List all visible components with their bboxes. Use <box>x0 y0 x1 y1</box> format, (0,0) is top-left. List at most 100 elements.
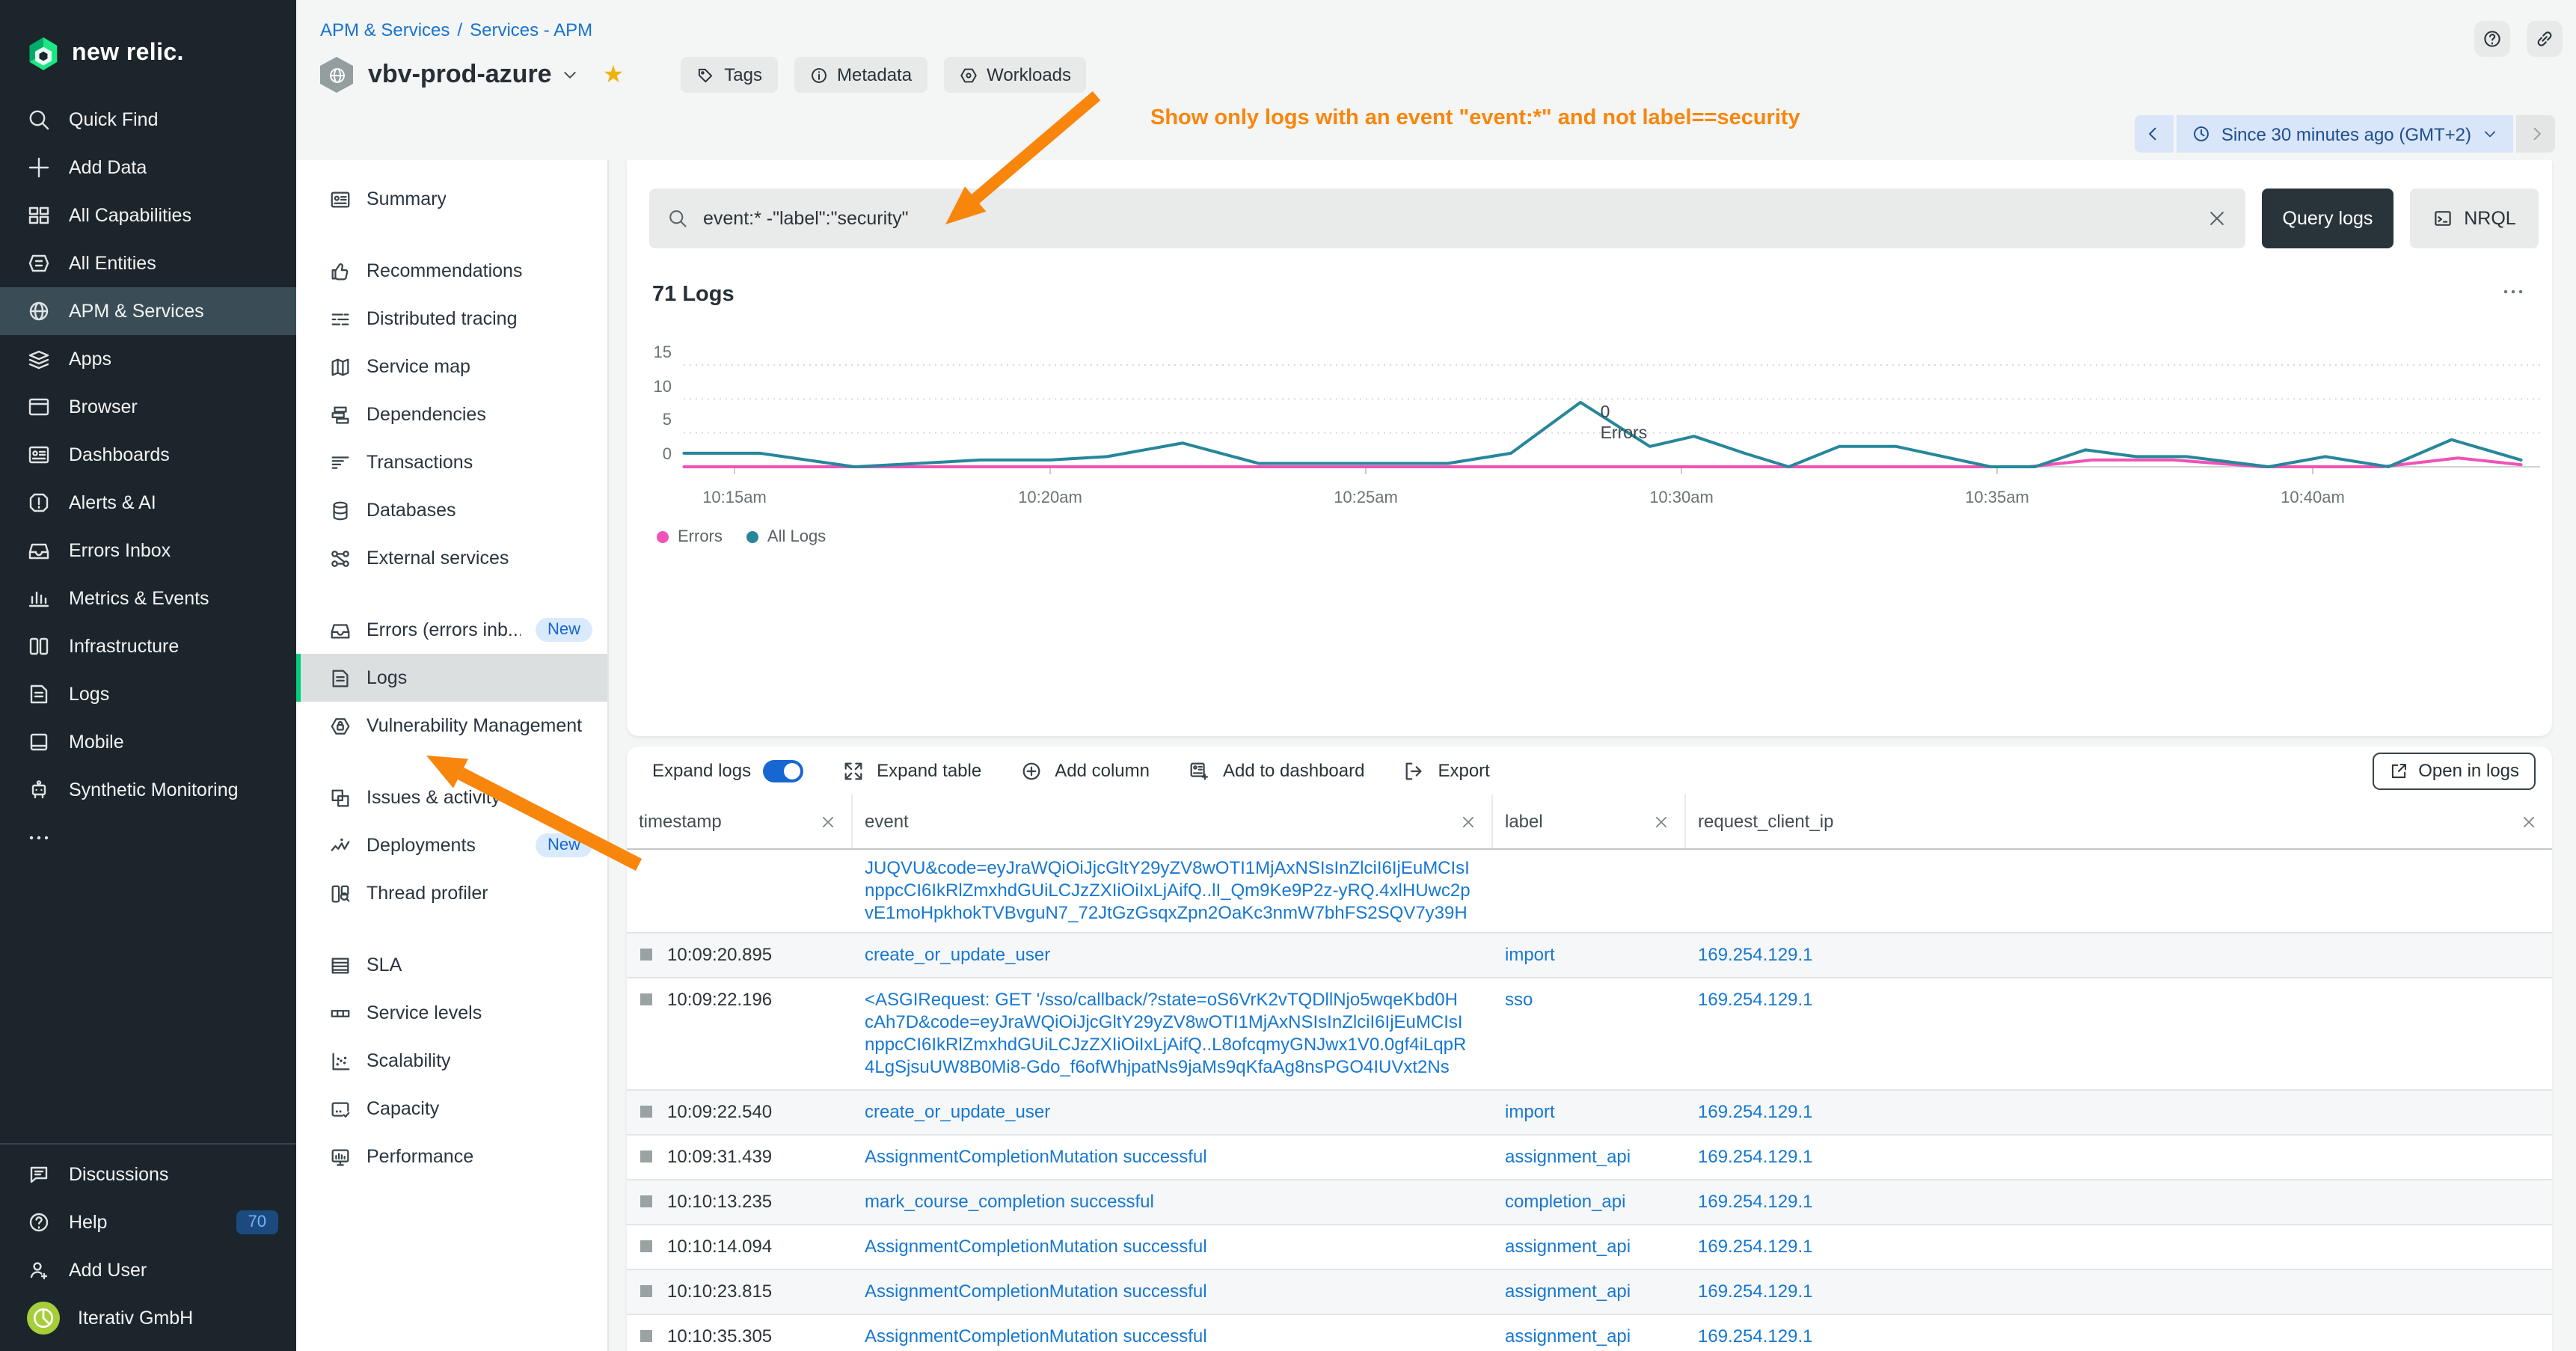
expand-logs-toggle-group[interactable]: Expand logs <box>652 759 804 782</box>
log-table-row[interactable]: 10:09:22.540 create_or_update_user impor… <box>627 1091 2552 1136</box>
log-client-ip-link[interactable]: 169.254.129.1 <box>1698 1326 1813 1347</box>
log-client-ip-link[interactable]: 169.254.129.1 <box>1698 1281 1813 1302</box>
log-table-row[interactable]: 10:10:35.305 AssignmentCompletionMutatio… <box>627 1315 2552 1351</box>
time-range-button[interactable]: Since 30 minutes ago (GMT+2) <box>2176 115 2513 153</box>
subnav-item[interactable]: Transactions <box>296 438 607 486</box>
help-button[interactable] <box>2474 21 2510 57</box>
column-header[interactable]: label <box>1493 794 1686 848</box>
subnav-item[interactable]: Thread profiler <box>296 869 607 917</box>
log-search-input[interactable]: event:* -"label":"security" <box>649 189 2245 248</box>
log-event-link[interactable]: mark_course_completion successful <box>865 1191 1154 1212</box>
log-label-link[interactable]: assignment_api <box>1505 1326 1631 1347</box>
log-table-row[interactable]: JUQVU&code=eyJraWQiOiJjcGltY29yZV8wOTI1M… <box>627 850 2552 934</box>
sidebar-item[interactable]: Add Data <box>0 144 296 192</box>
add-to-dashboard-button[interactable]: Add to dashboard <box>1189 759 1364 782</box>
entity-meta-button[interactable]: Tags <box>681 57 777 93</box>
sidebar-item[interactable]: Synthetic Monitoring <box>0 766 296 814</box>
log-client-ip-link[interactable]: 169.254.129.1 <box>1698 1146 1813 1167</box>
favorite-star-icon[interactable]: ★ <box>602 63 625 88</box>
export-button[interactable]: Export <box>1403 759 1490 782</box>
query-text[interactable]: event:* -"label":"security" <box>703 208 909 229</box>
subnav-item[interactable]: Recommendations <box>296 247 607 295</box>
log-label-link[interactable]: import <box>1505 1101 1555 1122</box>
log-event-link[interactable]: create_or_update_user <box>865 1101 1051 1122</box>
sidebar-item[interactable]: Browser <box>0 383 296 431</box>
subnav-item[interactable]: Service map <box>296 343 607 390</box>
sidebar-item[interactable]: Alerts & AI <box>0 479 296 527</box>
legend-item[interactable]: Errors <box>657 528 723 546</box>
sidebar-item[interactable]: Mobile <box>0 718 296 766</box>
sidebar-bottom-item[interactable]: Discussions <box>0 1151 296 1198</box>
log-table-row[interactable]: 10:10:14.094 AssignmentCompletionMutatio… <box>627 1225 2552 1270</box>
log-event-link[interactable]: create_or_update_user <box>865 944 1051 965</box>
log-event-link[interactable]: AssignmentCompletionMutation successful <box>865 1236 1207 1257</box>
subnav-item[interactable]: Errors (errors inb... New <box>296 606 607 654</box>
entity-switcher-chevron-icon[interactable] <box>561 66 579 84</box>
expand-logs-toggle[interactable] <box>763 759 804 782</box>
sidebar-bottom-item[interactable]: Add User <box>0 1246 296 1294</box>
subnav-item[interactable]: Performance <box>296 1133 607 1180</box>
sidebar-item[interactable]: Dashboards <box>0 431 296 479</box>
legend-item[interactable]: All Logs <box>746 528 826 546</box>
subnav-item[interactable]: Scalability <box>296 1037 607 1085</box>
sidebar-item[interactable]: All Entities <box>0 239 296 287</box>
sidebar-item[interactable]: Apps <box>0 335 296 383</box>
sidebar-item[interactable]: APM & Services <box>0 287 296 335</box>
subnav-item[interactable]: Summary <box>296 175 607 223</box>
copy-link-button[interactable] <box>2527 21 2563 57</box>
remove-column-icon[interactable] <box>820 813 836 830</box>
log-event-link[interactable]: AssignmentCompletionMutation successful <box>865 1326 1207 1347</box>
subnav-item[interactable]: Databases <box>296 486 607 534</box>
log-label-link[interactable]: sso <box>1505 989 1533 1010</box>
log-table-row[interactable]: 10:09:22.196 <ASGIRequest: GET '/sso/cal… <box>627 978 2552 1091</box>
log-client-ip-link[interactable]: 169.254.129.1 <box>1698 944 1813 965</box>
log-event-link[interactable]: AssignmentCompletionMutation successful <box>865 1146 1207 1167</box>
log-table-row[interactable]: 10:10:23.815 AssignmentCompletionMutatio… <box>627 1270 2552 1315</box>
subnav-item[interactable]: Deployments New <box>296 821 607 869</box>
log-event-link[interactable]: <ASGIRequest: GET '/sso/callback/?state=… <box>865 989 1467 1077</box>
time-back-button[interactable] <box>2134 115 2174 153</box>
subnav-item[interactable]: External services <box>296 534 607 582</box>
sidebar-item[interactable]: Quick Find <box>0 96 296 144</box>
log-client-ip-link[interactable]: 169.254.129.1 <box>1698 1191 1813 1212</box>
time-forward-button[interactable] <box>2516 115 2555 153</box>
log-event-link[interactable]: JUQVU&code=eyJraWQiOiJjcGltY29yZV8wOTI1M… <box>865 857 1471 923</box>
log-client-ip-link[interactable]: 169.254.129.1 <box>1698 989 1813 1010</box>
sidebar-bottom-item[interactable]: Help 70 <box>0 1198 296 1246</box>
log-label-link[interactable]: assignment_api <box>1505 1236 1631 1257</box>
subnav-item[interactable]: Vulnerability Management <box>296 702 607 750</box>
sidebar-item[interactable]: Infrastructure <box>0 622 296 670</box>
new-relic-logo[interactable]: new relic. <box>0 0 296 84</box>
sidebar-item[interactable]: Metrics & Events <box>0 575 296 622</box>
breadcrumb-link-services[interactable]: Services - APM <box>470 19 593 40</box>
column-header[interactable]: event <box>853 794 1493 848</box>
log-table-row[interactable]: 10:10:13.235 mark_course_completion succ… <box>627 1180 2552 1225</box>
subnav-item[interactable]: Issues & activity <box>296 773 607 821</box>
log-client-ip-link[interactable]: 169.254.129.1 <box>1698 1101 1813 1122</box>
entity-meta-button[interactable]: Workloads <box>943 57 1087 93</box>
log-event-link[interactable]: AssignmentCompletionMutation successful <box>865 1281 1207 1302</box>
log-table-row[interactable]: 10:09:31.439 AssignmentCompletionMutatio… <box>627 1136 2552 1180</box>
subnav-item[interactable]: Logs <box>296 654 607 702</box>
open-in-logs-button[interactable]: Open in logs <box>2372 752 2536 789</box>
remove-column-icon[interactable] <box>1460 813 1476 830</box>
log-table-row[interactable]: 10:09:20.895 create_or_update_user impor… <box>627 934 2552 978</box>
logs-timeseries-chart[interactable]: 0 Errors 0 5 10 15 10:15am 10:20am 10:25am 10:30… <box>627 337 2552 516</box>
clear-query-icon[interactable] <box>2207 208 2227 229</box>
log-label-link[interactable]: assignment_api <box>1505 1281 1631 1302</box>
sidebar-bottom-item[interactable]: Iterativ GmbH <box>0 1294 296 1342</box>
breadcrumb-link-apm[interactable]: APM & Services <box>320 19 450 40</box>
subnav-item[interactable]: Distributed tracing <box>296 295 607 343</box>
remove-column-icon[interactable] <box>1653 813 1669 830</box>
log-label-link[interactable]: completion_api <box>1505 1191 1626 1212</box>
column-header[interactable]: timestamp <box>627 794 853 848</box>
expand-table-button[interactable]: Expand table <box>842 759 981 782</box>
column-header[interactable]: request_client_ip <box>1686 794 2552 848</box>
log-client-ip-link[interactable]: 169.254.129.1 <box>1698 1236 1813 1257</box>
subnav-item[interactable]: Capacity <box>296 1085 607 1133</box>
subnav-item[interactable]: Service levels <box>296 989 607 1037</box>
subnav-item[interactable]: Dependencies <box>296 390 607 438</box>
log-label-link[interactable]: assignment_api <box>1505 1146 1631 1167</box>
entity-meta-button[interactable]: Metadata <box>794 57 927 93</box>
chart-menu-icon[interactable] <box>2501 280 2525 304</box>
